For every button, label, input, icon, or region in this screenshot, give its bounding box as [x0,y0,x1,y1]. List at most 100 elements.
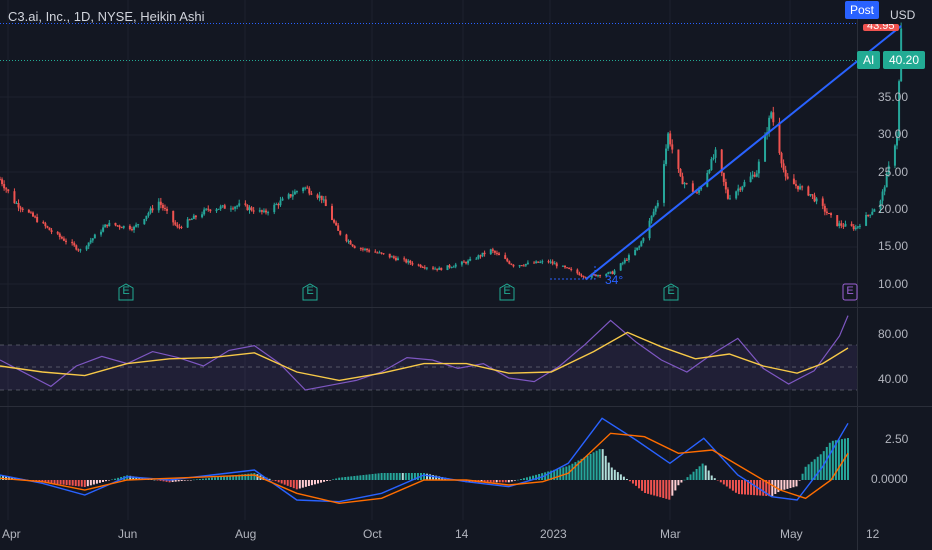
candle-body [462,261,465,263]
candle-body [669,133,672,145]
candle-body [62,238,65,241]
histogram-bar [768,480,771,497]
time-tick: 12 [866,527,880,541]
earnings-marker[interactable]: E [663,283,679,301]
candle-body [322,199,325,201]
histogram-bar [771,480,774,496]
post-market-badge[interactable]: Post [845,1,880,19]
candle-body [265,210,268,213]
candle-body [712,157,715,160]
candle-body [351,244,354,247]
earnings-marker[interactable]: E [499,283,515,301]
time-tick: 2023 [540,527,567,541]
histogram-bar [686,477,689,480]
histogram-bar [619,474,622,480]
candle-body [29,212,32,214]
candle-body [15,203,18,205]
histogram-bar [638,480,641,489]
histogram-bar [574,462,577,480]
histogram-bar [750,480,753,495]
histogram-bar [592,452,595,480]
candle-body [522,265,525,267]
candle-body [118,225,121,228]
histogram-bar [501,480,504,483]
histogram-bar [747,480,750,495]
candle-body [87,242,90,247]
candle-body [483,252,486,255]
candle-body [815,198,818,202]
earnings-marker[interactable]: E [118,283,134,301]
histogram-bar [244,474,247,480]
candle-body [768,117,771,133]
histogram-bar [186,480,189,481]
candle-body [157,201,160,211]
candle-body [467,260,470,264]
histogram-bar [377,473,380,480]
histogram-bar [229,475,232,480]
earnings-marker[interactable]: E [842,283,858,301]
histogram-bar [598,449,601,480]
candle-body [378,252,381,254]
candle-body [347,240,350,242]
candle-body [93,234,96,239]
candle-body [174,222,177,225]
histogram-bar [416,473,419,480]
candle-body [590,274,593,278]
histogram-bar [92,480,95,485]
candle-body [34,216,37,218]
histogram-bar [241,474,244,480]
histogram-bar [83,480,86,487]
histogram-bar [404,473,407,480]
candle-body [460,261,463,265]
histogram-bar [674,480,677,491]
histogram-bar [529,476,531,480]
candle-body [508,261,511,264]
candle-body [258,210,261,212]
histogram-bar [80,480,83,487]
candle-body [287,194,290,199]
histogram-bar [313,480,316,485]
candle-body [260,210,263,212]
trendline [585,25,902,281]
histogram-bar [171,480,174,482]
histogram-bar [132,476,135,480]
histogram-bar [801,473,804,480]
histogram-bar [610,467,613,480]
candle-body [873,209,876,212]
histogram-bar [716,480,719,481]
histogram-bar [362,475,365,480]
histogram-bar [616,472,619,480]
rsi-tick: 80.00 [878,327,909,341]
histogram-bar [728,480,731,489]
candle-body [60,237,63,239]
histogram-bar [498,480,501,483]
histogram-bar [692,471,695,480]
candle-body [13,191,16,204]
histogram-bar [198,479,201,480]
histogram-bar [162,480,165,482]
histogram-bar [180,480,183,481]
candle-body [246,204,249,211]
candle-body [163,207,166,209]
histogram-bar [292,480,295,489]
histogram-bar [680,480,683,483]
candle-body [871,211,874,215]
earnings-marker[interactable]: E [302,283,318,301]
candle-body [229,208,232,210]
histogram-bar [759,480,762,496]
currency-label[interactable]: USD [890,8,916,22]
histogram-bar [713,478,716,480]
time-tick: May [780,527,803,541]
histogram-bar [737,480,740,495]
time-tick: 14 [455,527,469,541]
candle-body [425,267,428,269]
candle-body [188,219,191,221]
candle-body [108,222,111,227]
candle-body [7,189,10,192]
histogram-bar [389,473,392,480]
candle-body [568,267,571,269]
time-tick: Mar [660,527,681,541]
candle-body [215,209,218,212]
candle-body [339,230,342,235]
